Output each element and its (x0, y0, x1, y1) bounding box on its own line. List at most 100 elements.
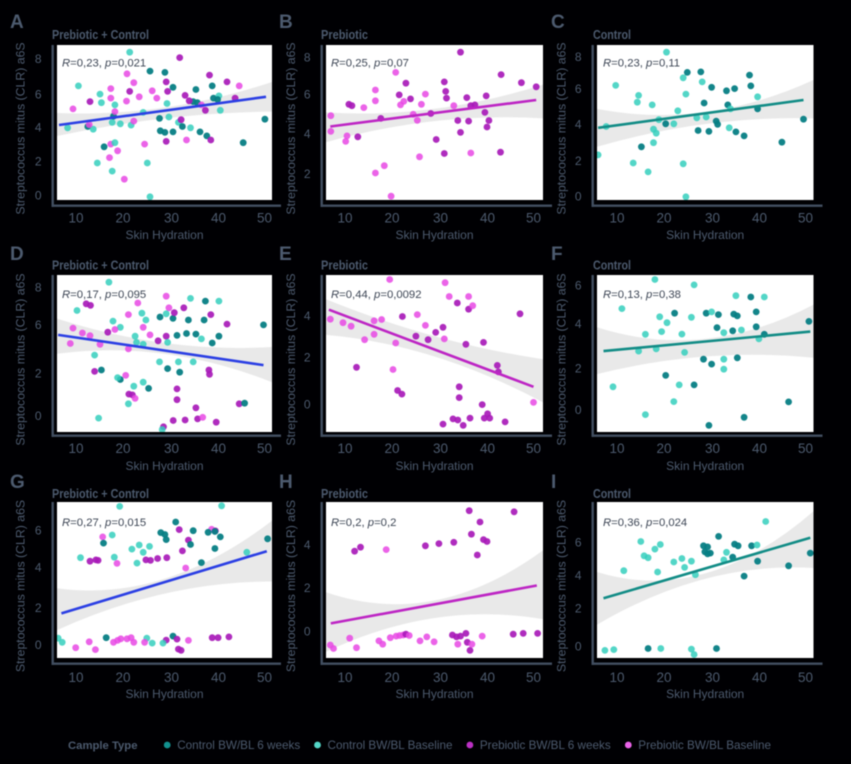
svg-text:C: C (551, 12, 565, 33)
svg-text:2: 2 (35, 367, 42, 381)
svg-text:6: 6 (35, 87, 42, 101)
svg-text:Skin Hydration: Skin Hydration (666, 459, 744, 473)
svg-text:40: 40 (211, 441, 226, 456)
svg-text:40: 40 (480, 441, 495, 456)
svg-text:6: 6 (304, 88, 311, 102)
svg-text:8: 8 (35, 280, 42, 294)
svg-text:10: 10 (337, 210, 352, 225)
svg-text:4: 4 (575, 118, 582, 132)
svg-text:40: 40 (752, 441, 767, 456)
svg-text:R=0,44, p=0,0092: R=0,44, p=0,0092 (331, 289, 422, 301)
svg-text:6: 6 (35, 523, 42, 537)
svg-text:10: 10 (68, 210, 83, 225)
svg-text:2: 2 (575, 154, 582, 168)
svg-text:50: 50 (798, 670, 813, 685)
svg-text:F: F (551, 244, 563, 265)
svg-text:20: 20 (115, 670, 130, 685)
svg-text:20: 20 (115, 441, 130, 456)
svg-text:20: 20 (384, 441, 399, 456)
svg-text:30: 30 (164, 441, 179, 456)
svg-text:30: 30 (433, 210, 448, 225)
svg-text:50: 50 (798, 441, 813, 456)
svg-text:G: G (10, 472, 25, 493)
svg-text:50: 50 (257, 670, 272, 685)
svg-text:0: 0 (35, 638, 42, 652)
svg-text:10: 10 (337, 441, 352, 456)
svg-text:Skin Hydration: Skin Hydration (666, 687, 744, 701)
svg-text:0: 0 (304, 398, 311, 412)
svg-text:E: E (279, 244, 292, 265)
svg-text:Skin Hydration: Skin Hydration (666, 228, 744, 242)
svg-text:4: 4 (304, 309, 311, 323)
svg-text:R=0,17, p=0,095: R=0,17, p=0,095 (62, 289, 146, 301)
svg-text:R=0,36, p=0,024: R=0,36, p=0,024 (603, 517, 687, 529)
svg-text:20: 20 (656, 441, 671, 456)
svg-text:Prebiotic + Control: Prebiotic + Control (52, 258, 149, 273)
svg-text:6: 6 (575, 82, 582, 96)
svg-text:0: 0 (575, 639, 582, 653)
svg-text:4: 4 (304, 127, 311, 141)
svg-text:0: 0 (575, 403, 582, 417)
svg-text:0: 0 (304, 625, 311, 639)
svg-text:2: 2 (35, 154, 42, 168)
svg-text:10: 10 (337, 670, 352, 685)
svg-text:D: D (10, 244, 24, 265)
svg-text:Streptococcus mitus (CLR) a6S: Streptococcus mitus (CLR) a6S (284, 42, 298, 214)
svg-text:30: 30 (705, 210, 720, 225)
svg-text:0: 0 (575, 190, 582, 204)
svg-text:40: 40 (480, 210, 495, 225)
svg-text:30: 30 (705, 670, 720, 685)
svg-text:2: 2 (575, 602, 582, 616)
svg-text:2: 2 (304, 350, 311, 364)
svg-text:Skin Hydration: Skin Hydration (395, 459, 473, 473)
svg-text:50: 50 (526, 670, 541, 685)
svg-text:6: 6 (575, 536, 582, 550)
svg-text:40: 40 (211, 210, 226, 225)
svg-text:Streptococcus mitus (CLR) a6S: Streptococcus mitus (CLR) a6S (14, 273, 28, 445)
svg-text:50: 50 (526, 210, 541, 225)
svg-text:R=0,27, p=0,015: R=0,27, p=0,015 (62, 517, 146, 529)
svg-text:Prebiotic + Control: Prebiotic + Control (52, 486, 149, 501)
svg-text:20: 20 (384, 670, 399, 685)
svg-text:Streptococcus mitus (CLR) a6S: Streptococcus mitus (CLR) a6S (284, 500, 298, 672)
svg-text:2: 2 (35, 601, 42, 615)
svg-text:20: 20 (384, 210, 399, 225)
svg-text:10: 10 (68, 670, 83, 685)
svg-text:Control BW/BL 6 weeks: Control BW/BL 6 weeks (177, 739, 300, 752)
svg-text:10: 10 (609, 441, 624, 456)
svg-text:I: I (551, 472, 556, 493)
svg-text:8: 8 (35, 52, 42, 66)
svg-text:30: 30 (433, 441, 448, 456)
svg-text:Control BW/BL Baseline: Control BW/BL Baseline (328, 739, 453, 752)
svg-text:50: 50 (257, 441, 272, 456)
svg-text:40: 40 (480, 670, 495, 685)
svg-text:Skin Hydration: Skin Hydration (395, 228, 473, 242)
svg-text:R=0,25, p=0,07: R=0,25, p=0,07 (331, 58, 409, 70)
svg-text:R=0,2, p=0,2: R=0,2, p=0,2 (331, 517, 396, 529)
svg-text:6: 6 (575, 279, 582, 293)
svg-text:0: 0 (35, 409, 42, 423)
svg-text:Streptococcus mitus (CLR) a6S: Streptococcus mitus (CLR) a6S (555, 500, 569, 672)
svg-text:30: 30 (433, 670, 448, 685)
svg-text:2: 2 (304, 167, 311, 181)
svg-text:Prebiotic BW/BL 6 weeks: Prebiotic BW/BL 6 weeks (480, 739, 611, 752)
svg-text:30: 30 (164, 210, 179, 225)
svg-text:Prebiotic: Prebiotic (321, 486, 368, 501)
svg-text:4: 4 (304, 538, 311, 552)
svg-text:Cample Type: Cample Type (68, 740, 137, 752)
svg-text:30: 30 (164, 670, 179, 685)
svg-text:Skin Hydration: Skin Hydration (125, 459, 203, 473)
svg-text:Control: Control (593, 258, 631, 273)
svg-text:Prebiotic + Control: Prebiotic + Control (52, 27, 149, 42)
svg-text:4: 4 (35, 120, 42, 134)
svg-text:20: 20 (115, 210, 130, 225)
svg-text:20: 20 (656, 210, 671, 225)
svg-text:50: 50 (798, 210, 813, 225)
svg-text:2: 2 (304, 581, 311, 595)
svg-text:Prebiotic: Prebiotic (321, 258, 368, 273)
svg-text:R=0,23, p=0,11: R=0,23, p=0,11 (603, 58, 680, 70)
svg-text:Prebiotic BW/BL Baseline: Prebiotic BW/BL Baseline (638, 739, 771, 752)
svg-text:Streptococcus mitus (CLR) a6S: Streptococcus mitus (CLR) a6S (14, 500, 28, 672)
svg-text:R=0,13, p=0,38: R=0,13, p=0,38 (603, 289, 681, 301)
svg-text:Skin Hydration: Skin Hydration (125, 228, 203, 242)
